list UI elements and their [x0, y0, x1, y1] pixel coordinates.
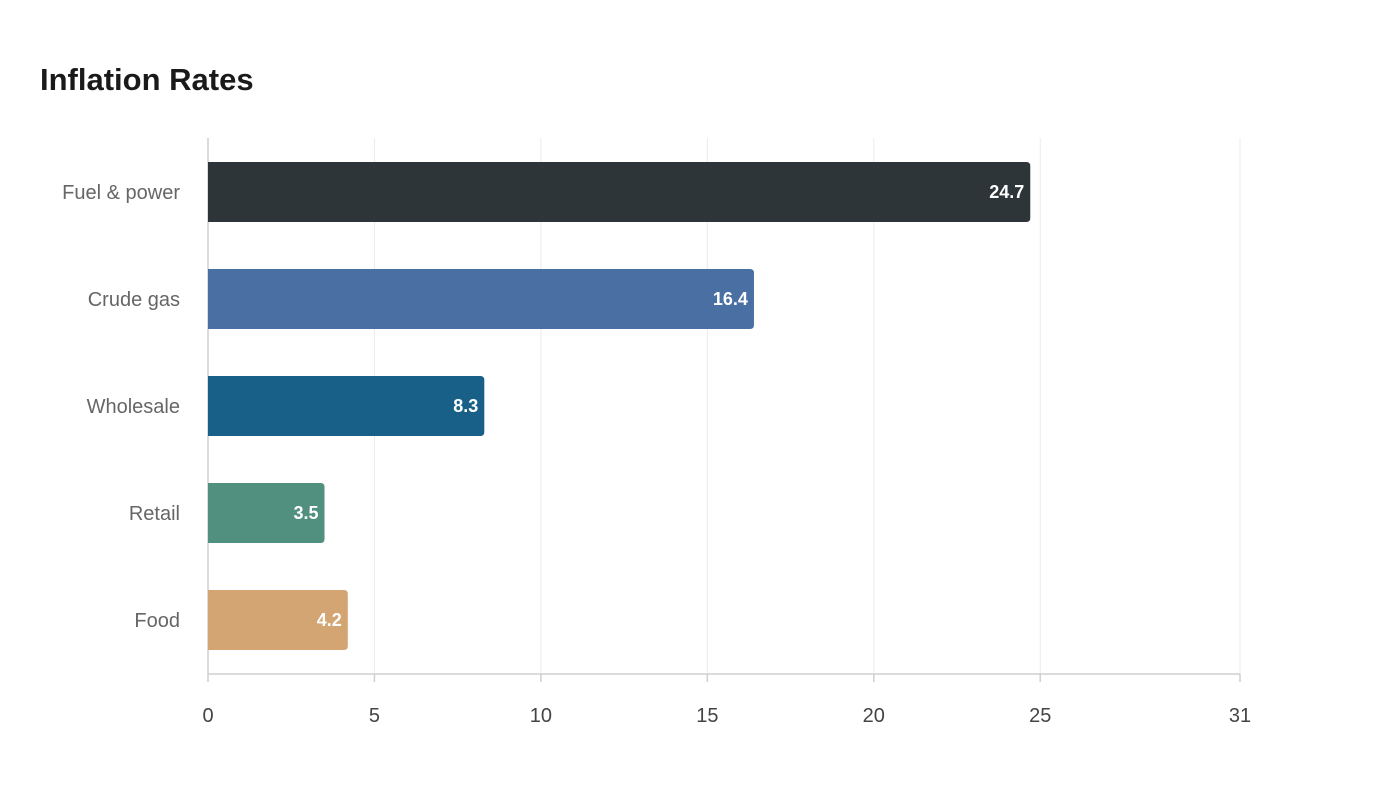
bar-value-label: 24.7 — [989, 182, 1024, 202]
category-label: Wholesale — [87, 396, 180, 418]
bar-fuel-power[interactable] — [208, 162, 1031, 222]
category-label: Food — [134, 610, 180, 632]
bar-crude-gas[interactable] — [208, 269, 754, 329]
chart-title: Inflation Rates — [40, 62, 254, 97]
x-tick-label: 0 — [202, 705, 213, 727]
x-tick-label: 15 — [696, 705, 718, 727]
x-tick-label: 10 — [530, 705, 552, 727]
bar-retail[interactable] — [208, 483, 325, 543]
x-tick-label: 31 — [1229, 705, 1251, 727]
bar-value-label: 4.2 — [317, 610, 342, 630]
bar-wholesale[interactable] — [208, 376, 485, 436]
x-tick-label: 5 — [369, 705, 380, 727]
category-label: Retail — [129, 503, 180, 525]
category-label: Crude gas — [88, 289, 180, 311]
bar-food[interactable] — [208, 590, 348, 650]
gridlines — [373, 138, 1241, 674]
bar-value-label: 8.3 — [453, 396, 478, 416]
x-tick-label: 20 — [863, 705, 885, 727]
x-tick-label: 25 — [1029, 705, 1051, 727]
bar-value-label: 3.5 — [293, 503, 318, 523]
category-label: Fuel & power — [62, 182, 180, 204]
bar-value-label: 16.4 — [713, 289, 748, 309]
